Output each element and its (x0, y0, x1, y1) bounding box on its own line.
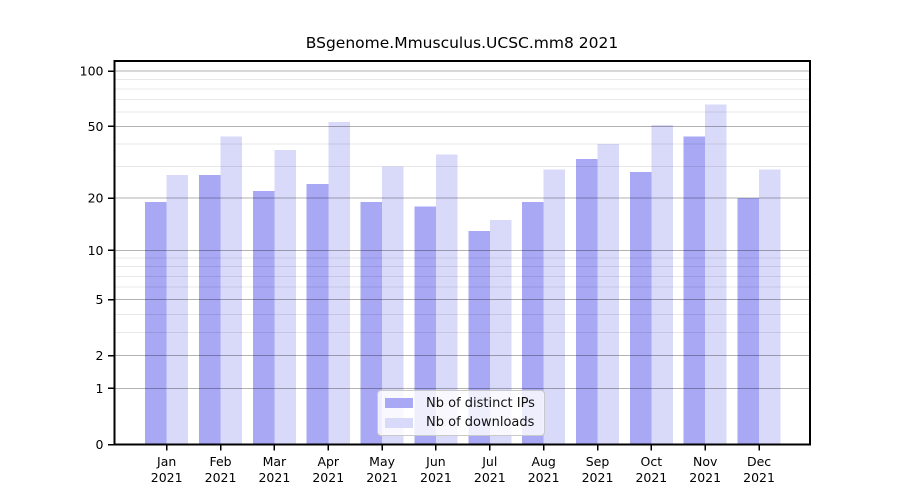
x-tick-label-month-jan: Jan (156, 454, 176, 469)
bar-ips-apr (306, 184, 329, 445)
bar-downloads-jan (166, 174, 189, 445)
legend-swatch-distinct-ips (385, 398, 413, 409)
x-tick-label-year-nov: 2021 (689, 470, 721, 485)
bar-ips-feb (199, 174, 221, 445)
bar-downloads-jun (435, 154, 458, 445)
chart-title: BSgenome.Mmusculus.UCSC.mm8 2021 (306, 34, 618, 52)
y-tick-label-2: 2 (96, 348, 104, 363)
y-tick-label-0: 0 (96, 437, 104, 452)
x-tick-label-month-oct: Oct (641, 454, 663, 469)
x-tick-label-month-jun: Jun (425, 454, 446, 469)
y-tick-label-50: 50 (88, 119, 104, 134)
axes-spines-group (113, 60, 811, 446)
bar-downloads-aug (543, 169, 566, 445)
bar-downloads-jul (489, 220, 512, 445)
y-tick-label-100: 100 (80, 64, 104, 79)
x-tick-label-year-jul: 2021 (474, 470, 506, 485)
bar-ips-aug (522, 202, 544, 445)
y-tick-label-20: 20 (88, 191, 104, 206)
x-tick-label-month-sep: Sep (586, 454, 610, 469)
x-tick-label-year-may: 2021 (366, 470, 398, 485)
x-tick-label-year-mar: 2021 (258, 470, 290, 485)
bar-ips-may (360, 202, 383, 445)
x-tick-label-year-apr: 2021 (312, 470, 344, 485)
x-tick-label-month-jul: Jul (481, 454, 497, 469)
legend-label-downloads: Nb of downloads (426, 415, 535, 431)
x-tick-label-month-mar: Mar (263, 454, 287, 469)
bar-ips-jun (414, 206, 436, 445)
tick-marks-group (108, 70, 760, 451)
x-tick-label-year-oct: 2021 (635, 470, 667, 485)
legend-label-distinct-ips: Nb of distinct IPs (426, 395, 535, 411)
bar-downloads-sep (597, 144, 620, 445)
bar-ips-nov (683, 136, 706, 445)
bar-ips-sep (575, 159, 598, 445)
bar-ips-dec (737, 198, 760, 445)
legend-entry-downloads: Nb of downloads (385, 415, 536, 432)
y-tick-label-1: 1 (96, 381, 104, 396)
bar-downloads-feb (220, 136, 243, 445)
bar-downloads-nov (705, 104, 727, 445)
x-tick-label-year-jun: 2021 (420, 470, 452, 485)
bar-ips-oct (629, 172, 652, 445)
y-tick-label-10: 10 (88, 243, 104, 258)
bar-downloads-may (382, 166, 404, 445)
bar-downloads-mar (274, 150, 296, 445)
axis-labels-group: 0125102050100Jan2021Feb2021Mar2021Apr202… (80, 64, 775, 485)
x-tick-label-year-feb: 2021 (205, 470, 237, 485)
x-tick-label-year-jan: 2021 (151, 470, 183, 485)
y-tick-label-5: 5 (96, 292, 104, 307)
x-tick-label-year-sep: 2021 (582, 470, 614, 485)
bars-group (145, 104, 781, 445)
bar-ips-mar (252, 190, 275, 445)
bar-downloads-apr (328, 121, 350, 445)
plot-spines (113, 60, 811, 446)
x-tick-label-month-feb: Feb (209, 454, 231, 469)
x-tick-label-month-nov: Nov (693, 454, 718, 469)
bar-downloads-oct (651, 124, 673, 445)
x-tick-label-month-dec: Dec (747, 454, 771, 469)
x-tick-label-year-aug: 2021 (528, 470, 560, 485)
legend-box: Nb of distinct IPs Nb of downloads (377, 390, 545, 436)
bar-ips-jan (145, 202, 167, 445)
x-tick-label-month-apr: Apr (317, 454, 339, 469)
bar-downloads-dec (759, 169, 781, 445)
legend-swatch-downloads (385, 417, 413, 428)
x-tick-label-month-may: May (369, 454, 395, 469)
legend-entry-distinct-ips: Nb of distinct IPs (385, 395, 536, 412)
minor-gridlines-group (114, 79, 810, 333)
x-tick-label-month-aug: Aug (531, 454, 555, 469)
major-gridlines-group (114, 70, 810, 389)
x-tick-label-year-dec: 2021 (743, 470, 775, 485)
